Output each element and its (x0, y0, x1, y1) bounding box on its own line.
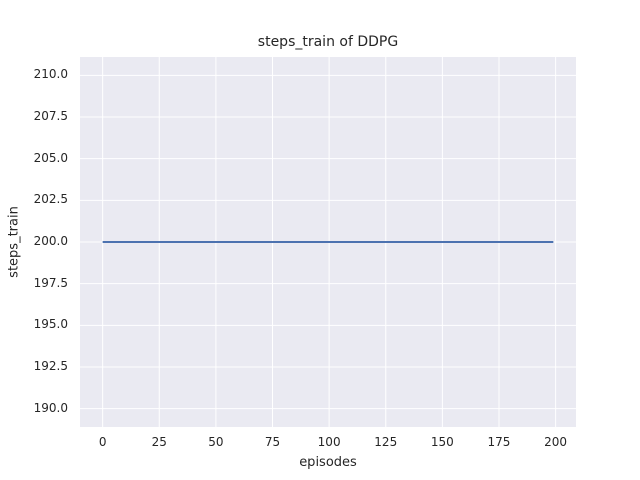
y-tick-label: 207.5 (33, 109, 68, 123)
x-tick-label: 50 (208, 435, 224, 449)
x-tick-label: 200 (544, 435, 568, 449)
y-tick-label: 205.0 (33, 150, 68, 165)
x-tick-label: 125 (374, 435, 398, 449)
x-tick-label: 150 (430, 435, 454, 449)
x-tick-label: 175 (487, 435, 511, 449)
y-tick-label: 197.5 (33, 275, 68, 290)
y-tick-label: 200.0 (33, 234, 68, 248)
y-tick-label: 202.5 (33, 192, 68, 207)
x-tick-label: 75 (264, 435, 281, 449)
y-tick-label: 190.0 (33, 400, 68, 415)
y-tick-label: 192.5 (33, 359, 68, 373)
x-tick-label: 0 (98, 435, 107, 449)
y-tick-label: 195.0 (33, 317, 68, 332)
chart-title: steps_train of DDPG (257, 34, 399, 50)
x-tick-label: 25 (151, 435, 167, 449)
x-axis-label: episodes (299, 455, 357, 470)
x-tick-label: 100 (317, 435, 341, 449)
y-axis-label: steps_train (6, 206, 22, 278)
y-tick-label: 210.0 (33, 67, 68, 82)
